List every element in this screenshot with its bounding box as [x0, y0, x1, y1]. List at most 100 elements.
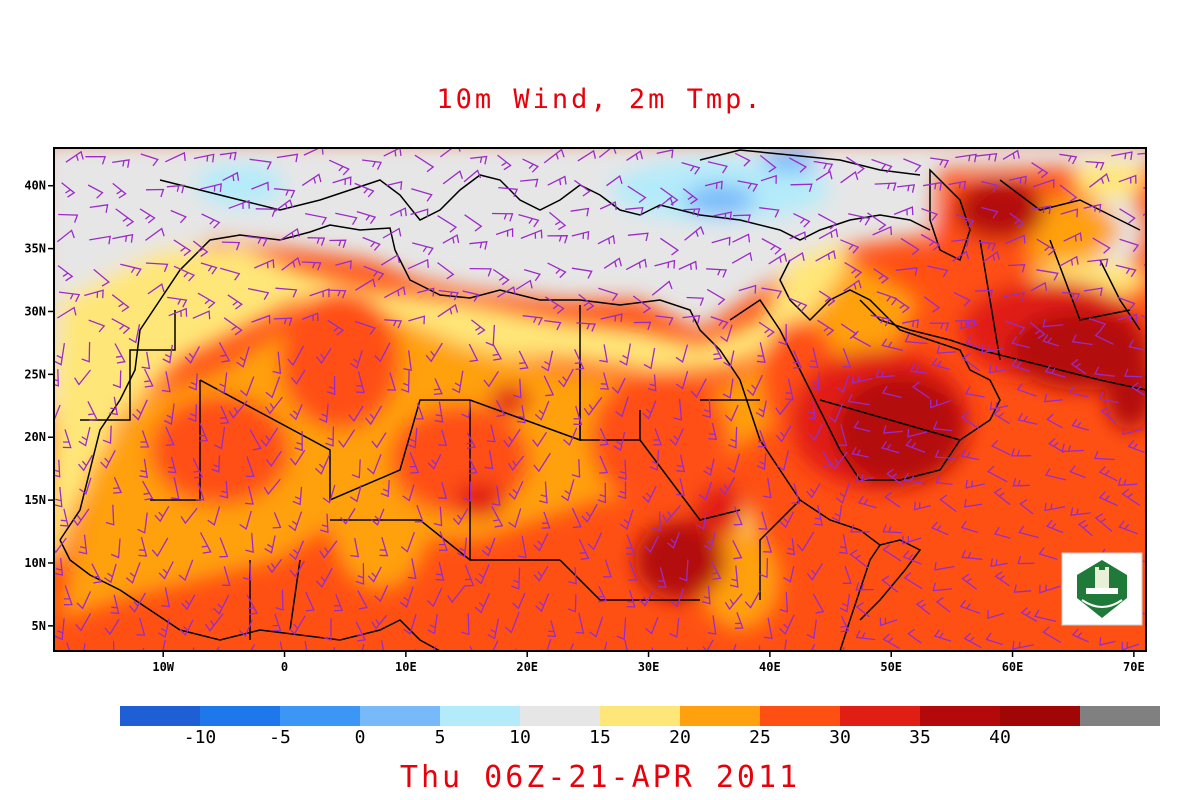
wind-barb	[139, 458, 148, 479]
wind-barb	[87, 184, 104, 199]
wind-barb	[583, 396, 603, 416]
wind-barb	[1093, 450, 1115, 461]
wind-barb	[288, 615, 306, 636]
wind-barb	[872, 226, 893, 236]
wind-barb	[357, 590, 368, 610]
wind-barb	[706, 268, 728, 278]
wind-barb	[65, 150, 84, 163]
wind-barb	[1094, 329, 1114, 345]
wind-barb	[383, 148, 402, 157]
wind-barb	[843, 279, 862, 292]
wind-barb	[1118, 520, 1139, 535]
wind-barb	[103, 563, 117, 584]
wind-barb	[325, 426, 335, 447]
lon-tick-label: 10W	[152, 660, 174, 674]
wind-barb	[840, 616, 850, 633]
wind-barb	[163, 403, 175, 426]
wind-barb	[102, 425, 112, 445]
wind-barb	[272, 613, 282, 632]
wind-barb	[78, 454, 94, 472]
wind-barb	[645, 616, 659, 635]
wind-barb	[1029, 321, 1046, 339]
wind-barb	[1099, 637, 1116, 646]
wind-barb	[574, 179, 591, 197]
wind-barb	[1038, 547, 1058, 561]
wind-barb	[316, 567, 333, 589]
wind-barb	[1039, 584, 1061, 594]
wind-barb	[219, 537, 229, 558]
wind-barb	[731, 251, 753, 264]
wind-barb	[534, 400, 550, 421]
wind-barb	[304, 212, 328, 226]
wind-barb	[597, 482, 607, 504]
wind-barb	[560, 479, 575, 502]
wind-barb	[761, 287, 783, 299]
wind-barb	[307, 237, 326, 246]
wind-barb	[1061, 443, 1085, 453]
lon-tick-label: 70E	[1123, 660, 1145, 674]
wind-barb	[57, 265, 74, 282]
wind-barb	[981, 180, 999, 193]
wind-barb	[468, 343, 479, 363]
wind-barb	[389, 207, 407, 217]
coastlines	[59, 149, 1146, 651]
wind-barb	[657, 567, 667, 588]
wind-barb	[757, 429, 767, 448]
wind-barb	[840, 239, 860, 254]
wind-barb	[948, 180, 967, 190]
colorbar-label: -5	[269, 727, 291, 745]
wind-barb	[660, 237, 680, 256]
wind-barb	[985, 632, 1003, 646]
wind-barb	[815, 170, 833, 181]
wind-barb	[732, 233, 751, 243]
valid-time: Thu 06Z-21-APR 2011	[399, 760, 801, 795]
wind-barb	[993, 526, 1011, 539]
wind-barb	[755, 400, 767, 418]
wind-barb	[192, 310, 211, 320]
wind-barb	[783, 639, 787, 651]
wind-barb	[775, 425, 792, 443]
wind-barb	[1121, 488, 1141, 506]
wind-barb	[407, 558, 417, 580]
wind-barb	[853, 420, 871, 433]
wind-barb	[407, 427, 418, 449]
wind-barb	[158, 561, 174, 580]
wind-barb	[806, 619, 817, 639]
wind-barb	[932, 582, 952, 592]
colorbar-swatch	[840, 706, 920, 726]
wind-barb	[520, 178, 539, 188]
lon-tick-label: 10E	[395, 660, 417, 674]
wind-barb	[734, 152, 751, 167]
wind-barb	[100, 450, 116, 469]
wind-barb	[332, 176, 352, 186]
wind-barb	[838, 424, 848, 447]
wind-barb	[238, 619, 253, 637]
colorbar-swatch	[600, 706, 680, 726]
wind-barb	[1124, 368, 1143, 378]
wind-barb	[597, 585, 608, 603]
wind-barb	[728, 426, 738, 449]
wind-barb	[633, 321, 652, 331]
wind-barb	[301, 312, 319, 322]
wind-barb	[543, 148, 565, 164]
wind-barb	[867, 212, 887, 231]
wind-barb	[913, 501, 931, 511]
wind-barb	[1033, 609, 1057, 623]
wind-barb	[147, 283, 165, 295]
wind-barb	[512, 592, 526, 610]
wind-barb	[452, 508, 469, 526]
wind-barb	[933, 629, 952, 642]
wind-barb	[136, 617, 146, 636]
wind-barb	[461, 401, 471, 419]
latitude-axis: 40N 35N 30N 25N 20N 15N 10N 5N	[24, 179, 54, 633]
wind-barb	[1008, 264, 1026, 273]
wind-barb	[762, 477, 772, 499]
wind-barb	[961, 549, 983, 560]
colorbar-swatch	[1000, 706, 1080, 726]
wind-barb	[759, 207, 780, 218]
wind-barb	[105, 504, 115, 526]
wind-barb	[520, 229, 543, 240]
wind-barb	[599, 201, 617, 211]
wind-barb	[982, 250, 1001, 263]
wind-barb	[112, 182, 127, 199]
